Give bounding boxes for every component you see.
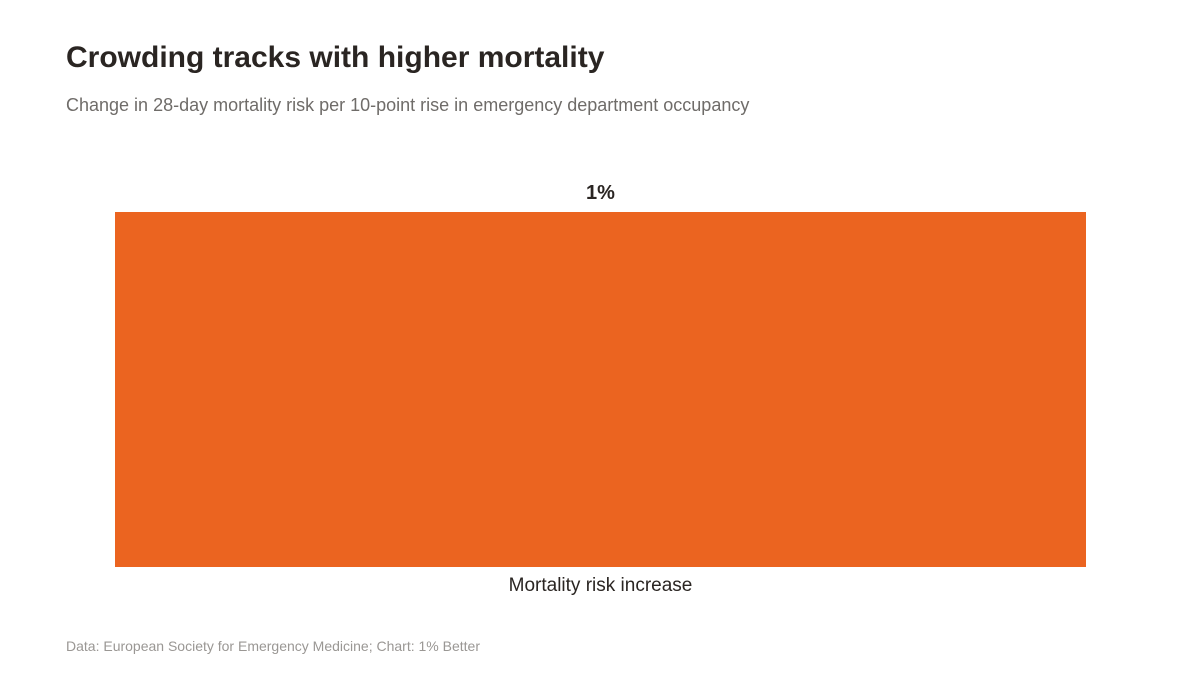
chart-subtitle: Change in 28-day mortality risk per 10-p…	[66, 95, 750, 115]
category-label-0: Mortality risk increase	[509, 575, 693, 596]
data-label-0: 1%	[586, 182, 615, 204]
bar-0	[115, 212, 1086, 567]
source-note: Data: European Society for Emergency Med…	[66, 638, 480, 654]
chart-title: Crowding tracks with higher mortality	[66, 41, 605, 74]
